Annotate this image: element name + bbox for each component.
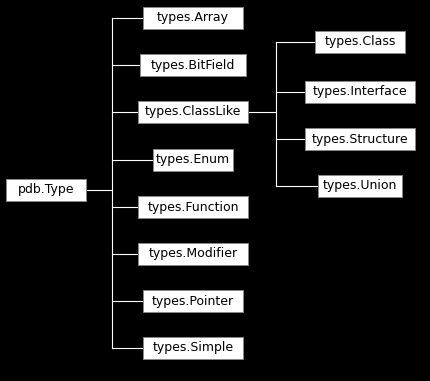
Text: types.Interface: types.Interface <box>312 85 406 99</box>
FancyBboxPatch shape <box>317 175 401 197</box>
Text: types.Array: types.Array <box>157 11 228 24</box>
FancyBboxPatch shape <box>140 54 246 76</box>
Text: types.Union: types.Union <box>322 179 396 192</box>
FancyBboxPatch shape <box>138 101 247 123</box>
FancyBboxPatch shape <box>6 179 86 201</box>
FancyBboxPatch shape <box>143 290 243 312</box>
Text: types.Class: types.Class <box>323 35 395 48</box>
FancyBboxPatch shape <box>153 149 233 171</box>
Text: types.ClassLike: types.ClassLike <box>144 106 241 118</box>
Text: types.Structure: types.Structure <box>311 133 407 146</box>
FancyBboxPatch shape <box>304 128 414 150</box>
Text: types.Function: types.Function <box>147 200 238 213</box>
Text: types.Modifier: types.Modifier <box>148 248 237 261</box>
Text: types.Enum: types.Enum <box>156 154 230 166</box>
Text: types.BitField: types.BitField <box>150 59 235 72</box>
FancyBboxPatch shape <box>314 31 404 53</box>
FancyBboxPatch shape <box>143 337 243 359</box>
FancyBboxPatch shape <box>138 243 247 265</box>
FancyBboxPatch shape <box>143 7 243 29</box>
Text: types.Pointer: types.Pointer <box>152 295 233 307</box>
Text: pdb.Type: pdb.Type <box>18 184 74 197</box>
Text: types.Simple: types.Simple <box>152 341 233 354</box>
FancyBboxPatch shape <box>138 196 247 218</box>
FancyBboxPatch shape <box>304 81 414 103</box>
